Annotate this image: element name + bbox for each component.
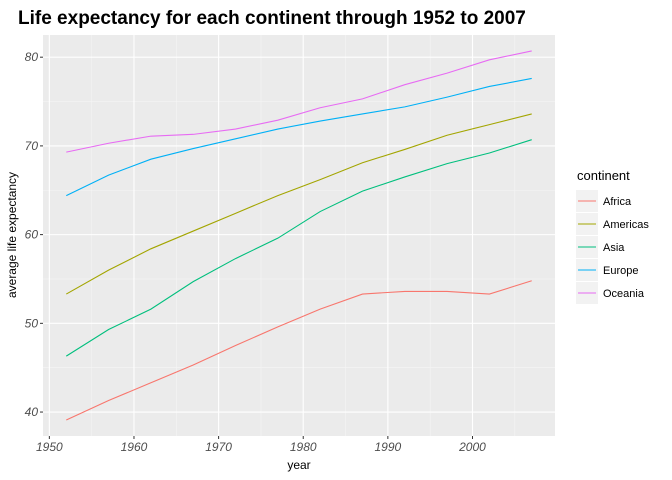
x-tick-label: 1970	[205, 440, 232, 454]
y-tick-label: 40	[25, 405, 39, 419]
x-axis: 1950 1960 1970 1980 1990 2000	[36, 436, 486, 454]
series-line-europe	[66, 77, 532, 197]
legend: continent Africa Americas Asia Europe Oceani…	[576, 168, 649, 304]
legend-items: Africa Americas Asia Europe Oceania	[576, 190, 649, 304]
legend-label: Oceania	[603, 288, 645, 300]
series-lines	[65, 50, 532, 421]
x-tick-label: 1950	[36, 440, 63, 454]
series-line-asia	[65, 139, 532, 357]
x-tick-label: 2000	[458, 440, 486, 454]
y-tick-label: 50	[25, 316, 39, 330]
y-tick-label: 70	[25, 139, 39, 153]
y-tick-label: 60	[25, 228, 39, 242]
legend-label: Africa	[603, 196, 632, 208]
plot-panel	[43, 35, 555, 436]
grid-major	[43, 35, 555, 436]
x-tick-label: 1990	[375, 440, 402, 454]
series-line-africa	[66, 280, 532, 421]
legend-label: Europe	[603, 265, 638, 277]
series-line-oceania	[66, 50, 532, 153]
x-tick-label: 1960	[121, 440, 148, 454]
series-line-americas	[65, 113, 532, 295]
x-axis-title: year	[287, 458, 310, 472]
legend-label: Americas	[603, 219, 649, 231]
chart-title: Life expectancy for each continent throu…	[18, 8, 526, 29]
y-axis-title: average life expectancy	[5, 172, 19, 298]
legend-title: continent	[577, 168, 630, 183]
x-tick-label: 1980	[290, 440, 317, 454]
y-tick-label: 80	[25, 50, 39, 64]
grid-minor	[43, 35, 555, 436]
legend-label: Asia	[603, 242, 625, 254]
y-axis: 40 50 60 70 80	[25, 50, 43, 419]
